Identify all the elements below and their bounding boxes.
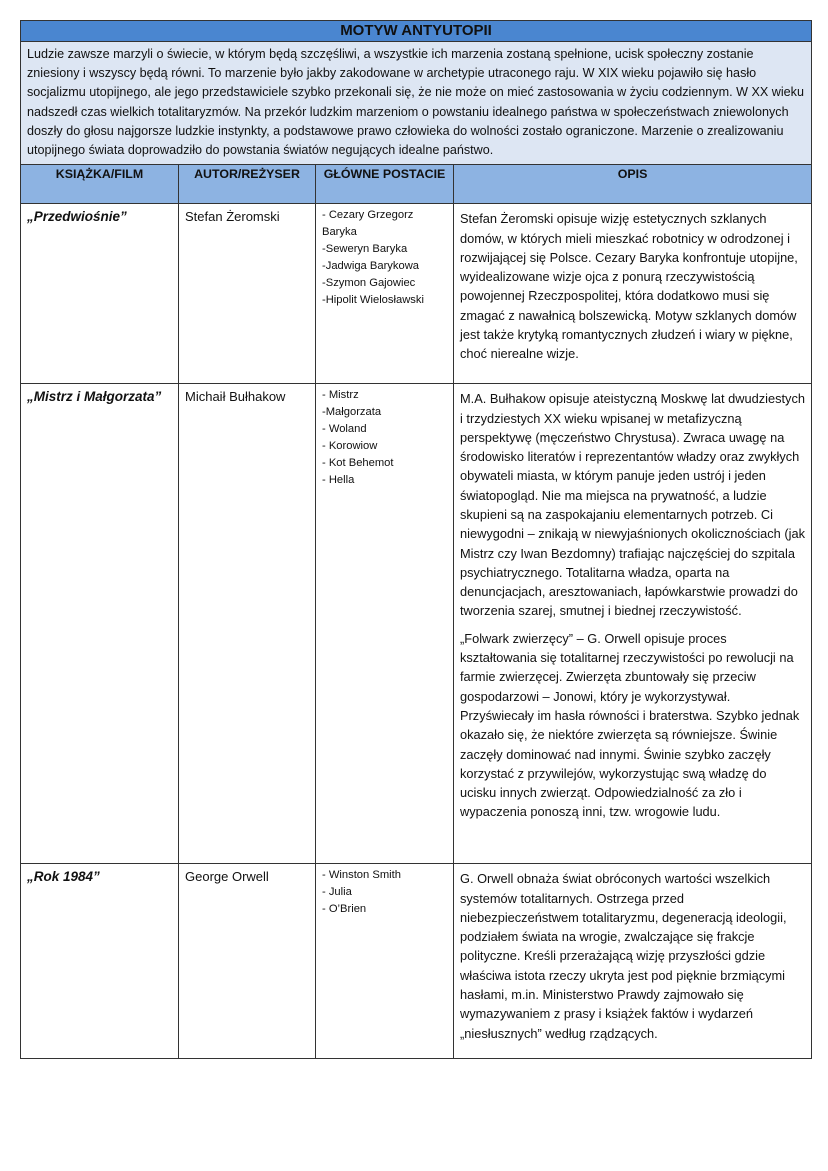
description-cell: G. Orwell obnaża świat obróconych wartoś… [452,863,813,1060]
character-item: - Winston Smith [322,869,401,882]
motif-table: MOTYW ANTYUTOPII Ludzie zawsze marzyli o… [19,20,813,1060]
character-item: - Korowiow [322,440,378,453]
header-author: AUTOR/REŻYSER [178,164,316,205]
character-item: - Kot Behemot [322,457,394,470]
table-row: „Przedwiośnie” Stefan Żeromski - Cezary Gr… [20,203,813,385]
description-paragraph: Stefan Żeromski opisuje wizję estetyczny… [460,211,798,362]
author-name: Michaił Bułhakow [178,383,316,865]
description-cell: M.A. Bułhakow opisuje ateistyczną Moskwę… [452,383,813,865]
character-item: -Szymon Gajowiec [322,277,416,290]
table-row: „Mistrz i Małgorzata” Michaił Bułhakow - M… [20,383,813,865]
character-item: - Hella [322,474,355,487]
character-item: -Jadwiga Barykowa [322,260,420,273]
header-book: KSIĄŻKA/FILM [20,164,179,205]
table-header: KSIĄŻKA/FILM AUTOR/REŻYSER GŁÓWNE POSTAC… [20,164,813,205]
intro-paragraph: Ludzie zawsze marzyli o świecie, w który… [19,40,813,166]
description-paragraph: „Folwark zwierzęcy” – G. Orwell opisuje … [460,630,800,820]
author-name: George Orwell [178,863,316,1060]
character-item: - Julia [322,886,352,899]
book-title: „Rok 1984” [20,863,179,1060]
character-item: - Mistrz [322,389,359,402]
description-paragraph: G. Orwell obnaża świat obróconych wartoś… [460,871,787,1041]
character-item: - Cezary Grzegorz Baryka [322,209,414,239]
characters-list: - Cezary Grzegorz Baryka -Seweryn Baryka -… [315,203,454,385]
description-cell: Stefan Żeromski opisuje wizję estetyczny… [452,203,813,385]
page-title: MOTYW ANTYUTOPII [19,20,813,42]
character-item: - Woland [322,423,367,436]
book-title: „Przedwiośnie” [20,203,179,385]
characters-list: - Winston Smith - Julia - O’Brien [315,863,454,1060]
description-paragraph: M.A. Bułhakow opisuje ateistyczną Moskwę… [460,391,805,619]
book-title: „Mistrz i Małgorzata” [20,383,179,865]
table-row: „Rok 1984” George Orwell - Winston Smith - … [20,863,813,1060]
header-description: OPIS [452,164,813,205]
characters-list: - Mistrz -Małgorzata - Woland - Korowiow - K… [315,383,454,865]
character-item: - O’Brien [322,903,367,916]
header-characters: GŁÓWNE POSTACIE [315,164,454,205]
character-item: -Hipolit Wielosławski [322,294,424,307]
character-item: -Seweryn Baryka [322,243,408,256]
character-item: -Małgorzata [322,406,382,419]
author-name: Stefan Żeromski [178,203,316,385]
